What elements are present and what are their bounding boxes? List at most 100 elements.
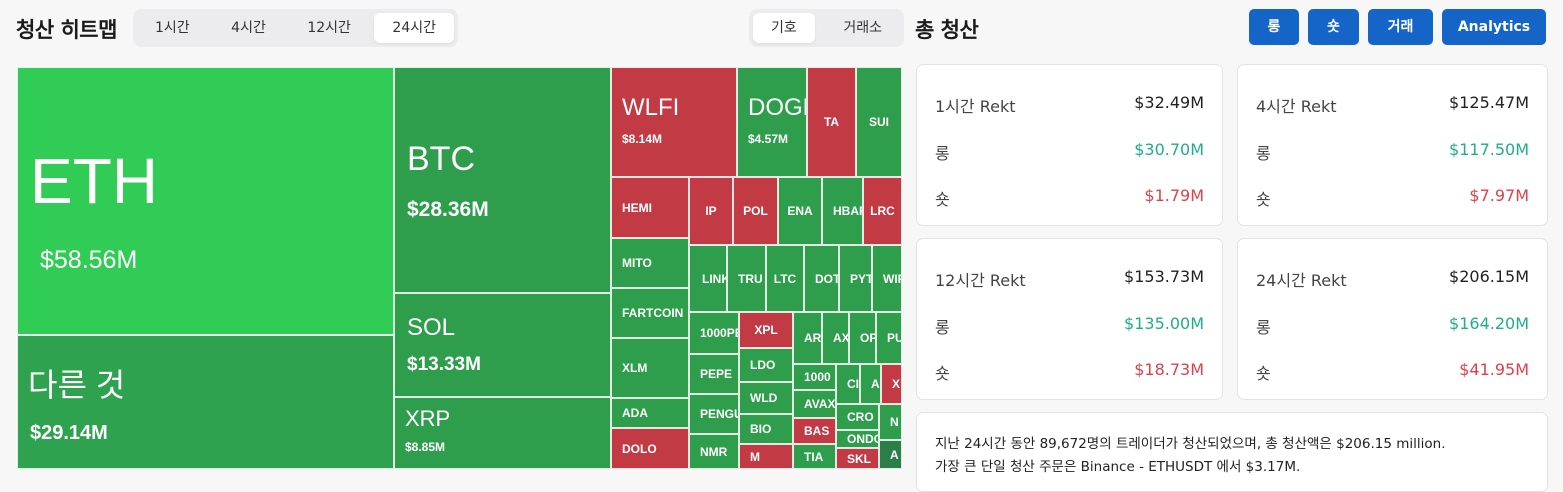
tile-wld[interactable]: WLD — [739, 382, 793, 414]
tile-a-2[interactable]: A — [879, 440, 902, 469]
tile-value: $58.56M — [40, 246, 138, 274]
tile-dolo[interactable]: DOLO — [611, 428, 689, 469]
tab-1h[interactable]: 1시간 — [155, 20, 190, 36]
tile-fartcoin[interactable]: FARTCOIN — [611, 288, 689, 338]
heatmap-title: 청산 히트맵 — [16, 18, 117, 42]
tile-wlfi[interactable]: WLFI $8.14M — [611, 67, 737, 177]
analytics-button[interactable]: Analytics — [1442, 9, 1546, 45]
tile-xrp[interactable]: XRP $8.85M — [394, 397, 611, 469]
rekt-card-1h: 1시간 Rekt $32.49M 롱 $30.70M 숏 $1.79M — [916, 64, 1223, 226]
tile-symbol: TIA — [804, 449, 824, 464]
tile-link[interactable]: LINK — [689, 245, 727, 312]
tab-exchange[interactable]: 거래소 — [843, 20, 882, 36]
tile-symbol: X — [892, 377, 901, 391]
rekt-card-4h: 4시간 Rekt $125.47M 롱 $117.50M 숏 $7.97M — [1237, 64, 1548, 226]
rekt-total: $153.73M — [1124, 267, 1204, 286]
tile-ci[interactable]: CI — [836, 364, 860, 404]
tile-a[interactable]: A — [860, 364, 881, 404]
tile-value: $28.36M — [407, 198, 489, 221]
tile-avax[interactable]: AVAX — [793, 390, 836, 418]
tile-hemi[interactable]: HEMI — [611, 177, 689, 238]
tab-12h[interactable]: 12시간 — [307, 20, 351, 36]
short-label: 숏 — [935, 190, 950, 209]
tile-xlm[interactable]: XLM — [611, 338, 689, 398]
tile-1000[interactable]: 1000 — [793, 364, 836, 390]
tile-ta[interactable]: TA — [807, 67, 856, 177]
tile-ar[interactable]: AR — [793, 312, 822, 364]
tile-symbol: SKL — [847, 451, 871, 466]
tile-symbol: DOLO — [622, 441, 657, 456]
tile-tru[interactable]: TRU — [727, 245, 766, 312]
liquidation-summary: 지난 24시간 동안 89,672명의 트레이더가 청산되었으며, 총 청산액은… — [916, 412, 1548, 492]
tile-ltc[interactable]: LTC — [766, 245, 804, 312]
timeframe-selector: 1시간 4시간 12시간 24시간 — [133, 9, 458, 47]
tile-ada[interactable]: ADA — [611, 398, 689, 428]
short-amount: $18.73M — [1134, 360, 1204, 379]
short-label: 숏 — [935, 364, 950, 383]
tile-bas[interactable]: BAS — [793, 418, 836, 444]
tile-doge[interactable]: DOGE $4.57M — [737, 67, 807, 177]
rekt-label: 24시간 Rekt — [1256, 271, 1347, 290]
tile-symbol: TRU — [738, 271, 763, 286]
tile-xpl[interactable]: XPL — [739, 312, 793, 348]
tile-mito[interactable]: MITO — [611, 238, 689, 288]
long-button[interactable]: 롱 — [1249, 9, 1299, 45]
tile-symbol: AX — [833, 331, 849, 345]
tile-symbol: PENGU — [700, 407, 739, 421]
long-label: 롱 — [1256, 318, 1271, 337]
short-amount: $7.97M — [1469, 186, 1529, 205]
tile-n[interactable]: N — [879, 404, 902, 440]
tile-pepe[interactable]: PEPE — [689, 354, 739, 394]
tile-symbol: 다른 것 — [28, 367, 126, 403]
tile-1000pepe[interactable]: 1000PEPE — [689, 312, 739, 354]
grouping-selector: 기호 거래소 — [749, 9, 904, 47]
tile-symbol: M — [750, 449, 760, 464]
tile-symbol: WLFI — [622, 94, 680, 121]
tile-symbol: 1000PEPE — [700, 326, 738, 340]
tile-m[interactable]: M — [739, 444, 793, 469]
tile-dot[interactable]: DOT — [804, 245, 839, 312]
tile-symbol: DOGE — [748, 94, 806, 121]
tile-sol[interactable]: SOL $13.33M — [394, 293, 611, 397]
tile-tia[interactable]: TIA — [793, 444, 836, 469]
tab-24h[interactable]: 24시간 — [374, 13, 454, 43]
tile-wif[interactable]: WIF — [872, 245, 902, 312]
tile-ena[interactable]: ENA — [778, 177, 822, 245]
tile-eth[interactable]: ETH $58.56M — [17, 67, 394, 335]
tile-pengu[interactable]: PENGU — [689, 394, 739, 434]
tile-others[interactable]: 다른 것 $29.14M — [17, 335, 394, 469]
tile-hbar[interactable]: HBAR — [822, 177, 863, 245]
tile-nmr[interactable]: NMR — [689, 434, 739, 469]
tab-4h[interactable]: 4시간 — [231, 20, 266, 36]
tile-symbol: BAS — [804, 424, 830, 438]
tile-ax[interactable]: AX — [822, 312, 849, 364]
tile-pyth[interactable]: PYTH — [839, 245, 872, 312]
tile-cro[interactable]: CRO — [836, 404, 879, 430]
tile-symbol: LRC — [870, 204, 895, 218]
tile-pol[interactable]: POL — [733, 177, 778, 245]
short-button[interactable]: 숏 — [1308, 9, 1359, 45]
tile-x[interactable]: X — [881, 364, 902, 404]
tile-value: $8.14M — [622, 132, 663, 146]
long-label: 롱 — [935, 144, 950, 163]
tile-ldo[interactable]: LDO — [739, 348, 793, 382]
tile-symbol: 1000 — [804, 370, 831, 384]
rekt-card-24h: 24시간 Rekt $206.15M 롱 $164.20M 숏 $41.95M — [1237, 238, 1548, 400]
liquidation-treemap: ETH $58.56M 다른 것 $29.14M BTC $28.36M SOL… — [17, 67, 902, 469]
tile-symbol: CI — [847, 377, 859, 391]
tile-sui[interactable]: SUI — [856, 67, 902, 177]
tile-bio[interactable]: BIO — [739, 414, 793, 444]
tile-btc[interactable]: BTC $28.36M — [394, 67, 611, 293]
short-amount: $41.95M — [1459, 360, 1529, 379]
tile-lrc[interactable]: LRC — [863, 177, 902, 245]
tab-symbol[interactable]: 기호 — [753, 13, 815, 43]
long-amount: $117.50M — [1449, 140, 1529, 159]
tile-op[interactable]: OP — [849, 312, 876, 364]
tile-ip[interactable]: IP — [689, 177, 733, 245]
trade-button[interactable]: 거래 — [1368, 9, 1433, 45]
tile-symbol: LINK — [702, 271, 726, 286]
tile-skl[interactable]: SKL — [836, 448, 879, 469]
tile-symbol: LTC — [773, 271, 797, 286]
tile-pu[interactable]: PU — [876, 312, 902, 364]
